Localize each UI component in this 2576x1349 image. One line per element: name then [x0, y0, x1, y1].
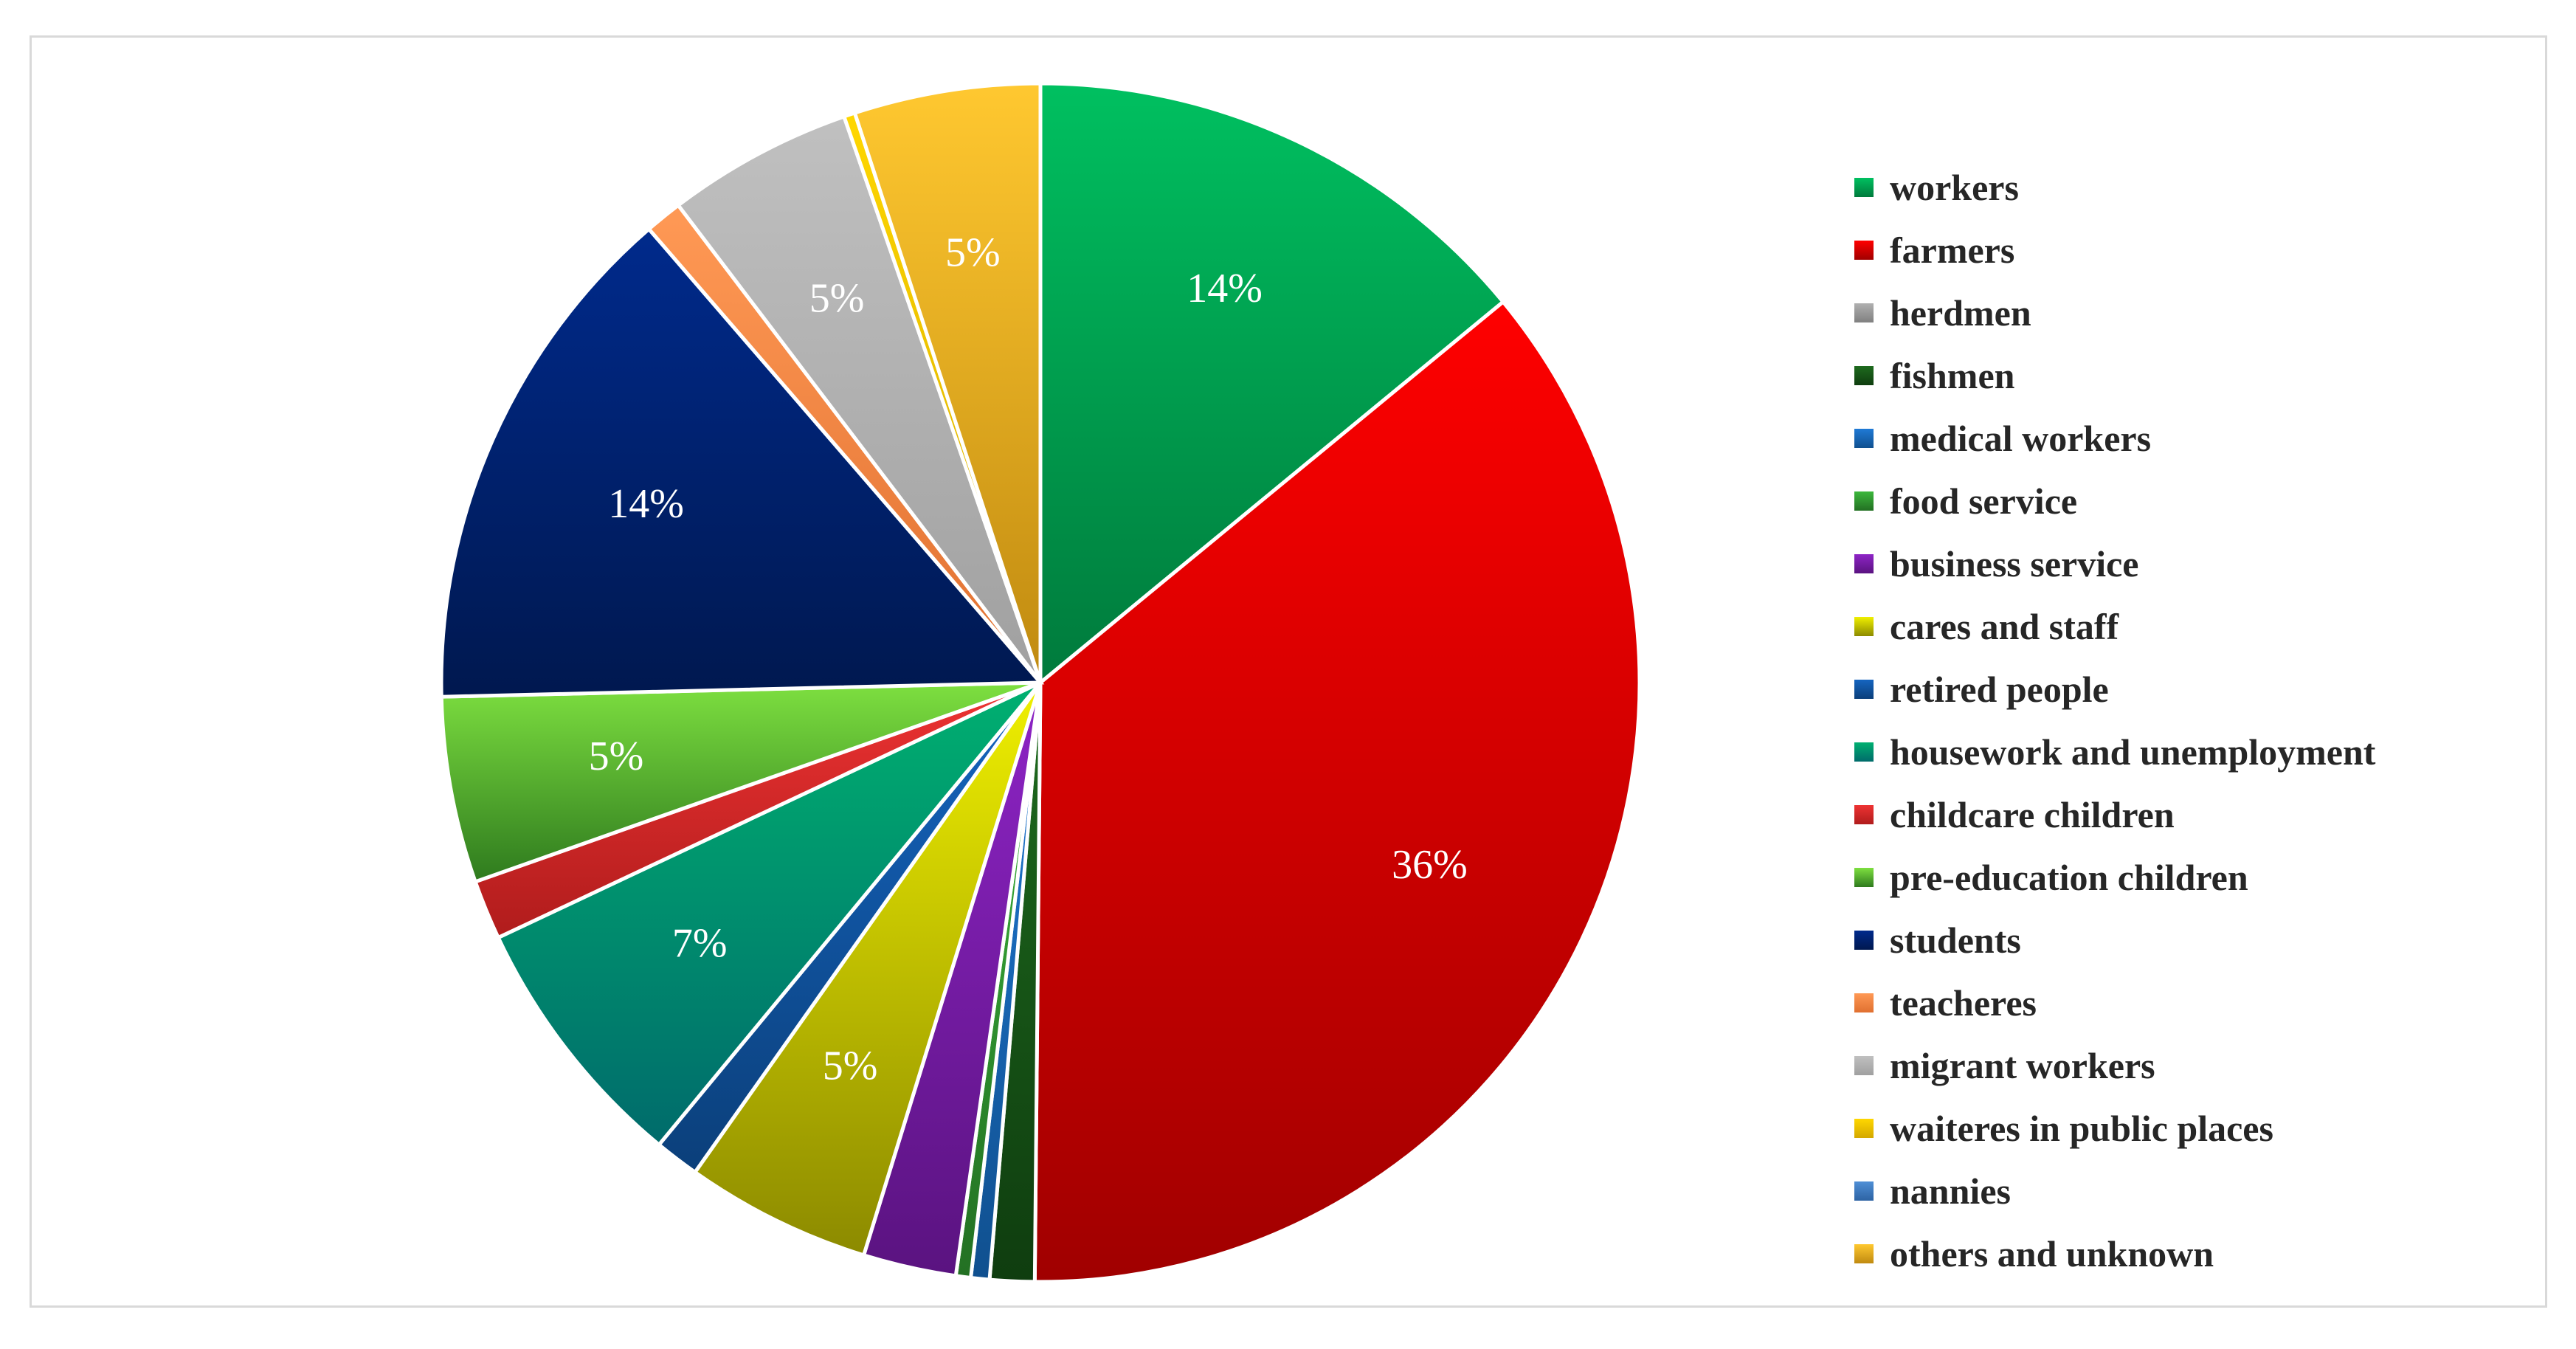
legend-label: business service [1890, 542, 2139, 584]
legend-swatch [1854, 742, 1874, 762]
legend-label: teacheres [1890, 981, 2037, 1024]
legend-label: medical workers [1890, 417, 2152, 459]
legend-label: pre-education children [1890, 856, 2248, 898]
pie-slice-pre-education-children [439, 680, 1041, 885]
data-label-migrant-workers: 5% [809, 275, 865, 321]
legend-item-migrant-workers: migrant workers [1854, 1034, 2375, 1097]
legend-label: others and unknown [1890, 1232, 2214, 1274]
legend-label: students [1890, 919, 2021, 961]
legend-swatch [1854, 1181, 1874, 1201]
legend-swatch [1854, 930, 1874, 950]
legend-label: waiteres in public places [1890, 1107, 2273, 1149]
legend-swatch [1854, 177, 1874, 197]
legend-swatch [1854, 365, 1874, 385]
legend-swatch [1854, 553, 1874, 573]
legend-label: food service [1890, 480, 2078, 522]
legend-swatch [1854, 303, 1874, 322]
legend-item-students: students [1854, 908, 2375, 971]
legend-item-childcare-children: childcare children [1854, 783, 2375, 846]
legend-swatch [1854, 428, 1874, 448]
legend-item-food-service: food service [1854, 469, 2375, 532]
pie-slice-migrant-workers [675, 114, 1043, 684]
legend-swatch [1854, 993, 1874, 1012]
legend-label: cares and staff [1890, 605, 2119, 647]
pie-slice-students [439, 226, 1045, 699]
data-label-housework-and-unemployment: 7% [672, 920, 728, 966]
data-label-others-and-unknown: 5% [945, 230, 1001, 275]
pie-slice-farmers [1032, 299, 1642, 1284]
legend-item-farmers: farmers [1854, 218, 2375, 281]
legend-item-business-service: business service [1854, 532, 2375, 595]
legend-swatch [1854, 240, 1874, 260]
pie-slice-housework-and-unemployment [495, 680, 1042, 1148]
legend-item-nannies: nannies [1854, 1159, 2375, 1222]
legend-label: housework and unemployment [1890, 731, 2376, 773]
legend-item-fishmen: fishmen [1854, 344, 2375, 407]
data-label-farmers: 36% [1392, 842, 1468, 888]
data-label-workers: 14% [1187, 266, 1263, 311]
legend-label: farmers [1890, 229, 2015, 271]
legend-label: retired people [1890, 668, 2109, 710]
legend-label: childcare children [1890, 793, 2175, 835]
legend-swatch [1854, 1055, 1874, 1075]
legend-swatch [1854, 1118, 1874, 1138]
legend-item-cares-and-staff: cares and staff [1854, 595, 2375, 658]
legend-swatch [1854, 616, 1874, 636]
legend-swatch [1854, 679, 1874, 699]
pie-slice-cares-and-staff [692, 681, 1043, 1258]
legend-label: workers [1890, 166, 2019, 208]
legend-label: nannies [1890, 1170, 2011, 1212]
legend-swatch [1854, 867, 1874, 887]
legend: workers farmers herdmen fishmen medical work… [1854, 156, 2375, 1285]
pie-slice-others-and-unknown [852, 81, 1043, 683]
legend-label: herdmen [1890, 291, 2031, 334]
legend-item-retired-people: retired people [1854, 658, 2375, 720]
legend-swatch [1854, 1243, 1874, 1263]
legend-item-herdmen: herdmen [1854, 281, 2375, 344]
legend-item-workers: workers [1854, 156, 2375, 218]
data-label-pre-education-children: 5% [589, 734, 644, 779]
legend-swatch [1854, 804, 1874, 824]
pie-slice-workers [1038, 81, 1506, 687]
chart-frame: 14% 36% 5% 7% 5% 14% 5% 5% workers farmers herdme… [30, 35, 2547, 1308]
legend-item-pre-education-children: pre-education children [1854, 846, 2375, 908]
legend-label: fishmen [1890, 354, 2015, 396]
data-label-students: 14% [608, 481, 684, 527]
legend-item-medical-workers: medical workers [1854, 407, 2375, 469]
legend-item-teacheres: teacheres [1854, 971, 2375, 1034]
legend-item-housework-and-unemployment: housework and unemployment [1854, 720, 2375, 783]
legend-item-waiteres-in-public-places: waiteres in public places [1854, 1097, 2375, 1159]
pie-chart: 14% 36% 5% 7% 5% 14% 5% 5% [439, 81, 1642, 1284]
legend-label: migrant workers [1890, 1044, 2155, 1086]
data-label-cares-and-staff: 5% [823, 1043, 878, 1089]
legend-swatch [1854, 491, 1874, 511]
legend-item-others-and-unknown: others and unknown [1854, 1222, 2375, 1285]
